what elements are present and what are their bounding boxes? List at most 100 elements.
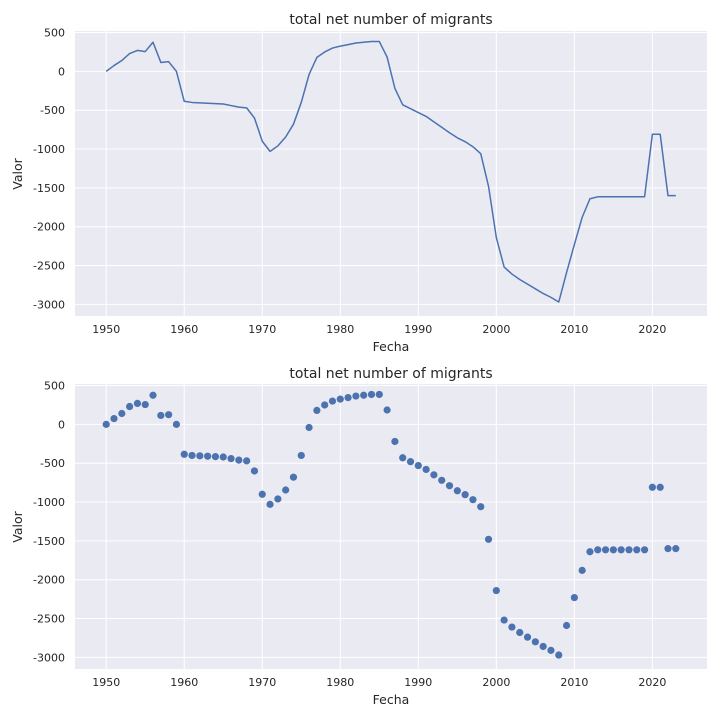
data-point: [110, 414, 118, 423]
y-axis-label: Valor: [10, 157, 25, 189]
x-axis-ticks: 1950 1960 1970 1980 1990 2000 2010 2020: [92, 676, 666, 689]
data-point: [126, 402, 134, 411]
plot-area: [75, 384, 707, 669]
y-axis-ticks: 500 0 -500 -1000 -1500 -2000 -2500 -3000: [33, 27, 65, 312]
data-point: [492, 586, 500, 595]
y-tick-label: 0: [58, 418, 65, 431]
x-tick-label: 1950: [92, 323, 120, 336]
data-point: [305, 423, 313, 432]
x-tick-label: 1960: [170, 323, 198, 336]
data-point: [266, 500, 274, 508]
x-tick-label: 2010: [560, 323, 588, 336]
data-point: [648, 483, 656, 491]
data-point: [352, 392, 360, 400]
y-tick-label: -1500: [33, 182, 65, 195]
x-axis-ticks: 1950 1960 1970 1980 1990 2000 2010 2020: [92, 323, 666, 336]
data-point: [633, 546, 641, 554]
x-tick-label: 1980: [326, 676, 354, 689]
x-tick-label: 2010: [560, 676, 588, 689]
data-point: [461, 491, 469, 499]
data-point: [375, 390, 383, 399]
y-tick-label: -2000: [33, 221, 65, 234]
data-point: [664, 545, 672, 553]
data-point: [258, 490, 266, 498]
data-point: [227, 454, 235, 463]
data-point: [321, 401, 329, 409]
data-point: [555, 651, 563, 659]
data-point: [453, 487, 461, 495]
x-tick-label: 2000: [482, 323, 510, 336]
data-point: [250, 467, 259, 475]
series-points: [102, 390, 680, 659]
chart-title: total net number of migrants: [289, 12, 492, 28]
data-point: [204, 452, 212, 460]
y-tick-label: -1000: [33, 143, 65, 156]
plot-area: [75, 31, 707, 316]
data-point: [141, 400, 149, 409]
data-point: [656, 483, 664, 491]
data-point: [274, 495, 282, 503]
data-point: [180, 450, 188, 458]
data-point: [149, 391, 157, 399]
x-tick-label: 1960: [170, 676, 198, 689]
chart-title: total net number of migrants: [289, 366, 492, 382]
data-point: [430, 471, 438, 479]
data-point: [157, 411, 165, 420]
y-axis-label: Valor: [10, 510, 25, 542]
data-point: [172, 420, 181, 428]
y-tick-label: -3000: [33, 651, 65, 664]
y-tick-label: 0: [58, 65, 65, 78]
x-tick-label: 2020: [638, 676, 666, 689]
data-point: [399, 454, 407, 462]
y-tick-label: -3000: [33, 298, 65, 311]
x-tick-label: 1980: [326, 323, 354, 336]
data-point: [282, 486, 290, 494]
data-point: [360, 391, 368, 399]
data-point: [672, 545, 680, 553]
data-point: [414, 461, 422, 470]
scatter-chart: total net number of migrants 1950 1960 197…: [10, 366, 707, 707]
data-point: [367, 390, 376, 399]
data-point: [243, 457, 251, 465]
y-tick-label: -2500: [33, 260, 65, 273]
data-point: [211, 453, 220, 461]
y-axis-ticks: 500 0 -500 -1000 -1500 -2000 -2500 -3000: [33, 380, 65, 665]
x-tick-label: 2020: [638, 323, 666, 336]
data-point: [531, 638, 539, 646]
x-tick-label: 1990: [404, 323, 432, 336]
data-point: [625, 546, 633, 554]
y-tick-label: -1000: [33, 496, 65, 509]
y-tick-label: -500: [40, 457, 65, 470]
y-tick-label: 500: [44, 27, 65, 40]
x-tick-label: 1990: [404, 676, 432, 689]
grid: [75, 31, 707, 316]
data-point: [289, 473, 298, 481]
y-tick-label: 500: [44, 380, 65, 393]
data-point: [118, 409, 126, 418]
data-point: [484, 535, 493, 543]
line-chart: total net number of migrants 1950 1960 197…: [10, 12, 707, 354]
data-point: [594, 546, 602, 554]
data-point: [102, 420, 110, 428]
data-point: [523, 633, 532, 641]
series-line-path: [105, 40, 676, 303]
y-tick-label: -2000: [33, 574, 65, 587]
data-point: [547, 646, 555, 654]
data-point: [477, 503, 485, 511]
data-point: [196, 452, 204, 460]
data-point: [500, 616, 508, 624]
data-point: [562, 621, 571, 630]
x-axis-label: Fecha: [373, 692, 410, 707]
x-axis-label: Fecha: [373, 339, 410, 354]
data-point: [508, 623, 516, 631]
x-tick-label: 1970: [248, 323, 276, 336]
data-point: [383, 406, 391, 414]
x-tick-label: 1950: [92, 676, 120, 689]
data-point: [578, 566, 586, 574]
y-tick-label: -2500: [33, 613, 65, 626]
data-point: [336, 395, 344, 403]
x-tick-label: 2000: [482, 676, 510, 689]
data-point: [617, 546, 625, 554]
data-point: [188, 451, 196, 460]
data-point: [601, 546, 610, 554]
